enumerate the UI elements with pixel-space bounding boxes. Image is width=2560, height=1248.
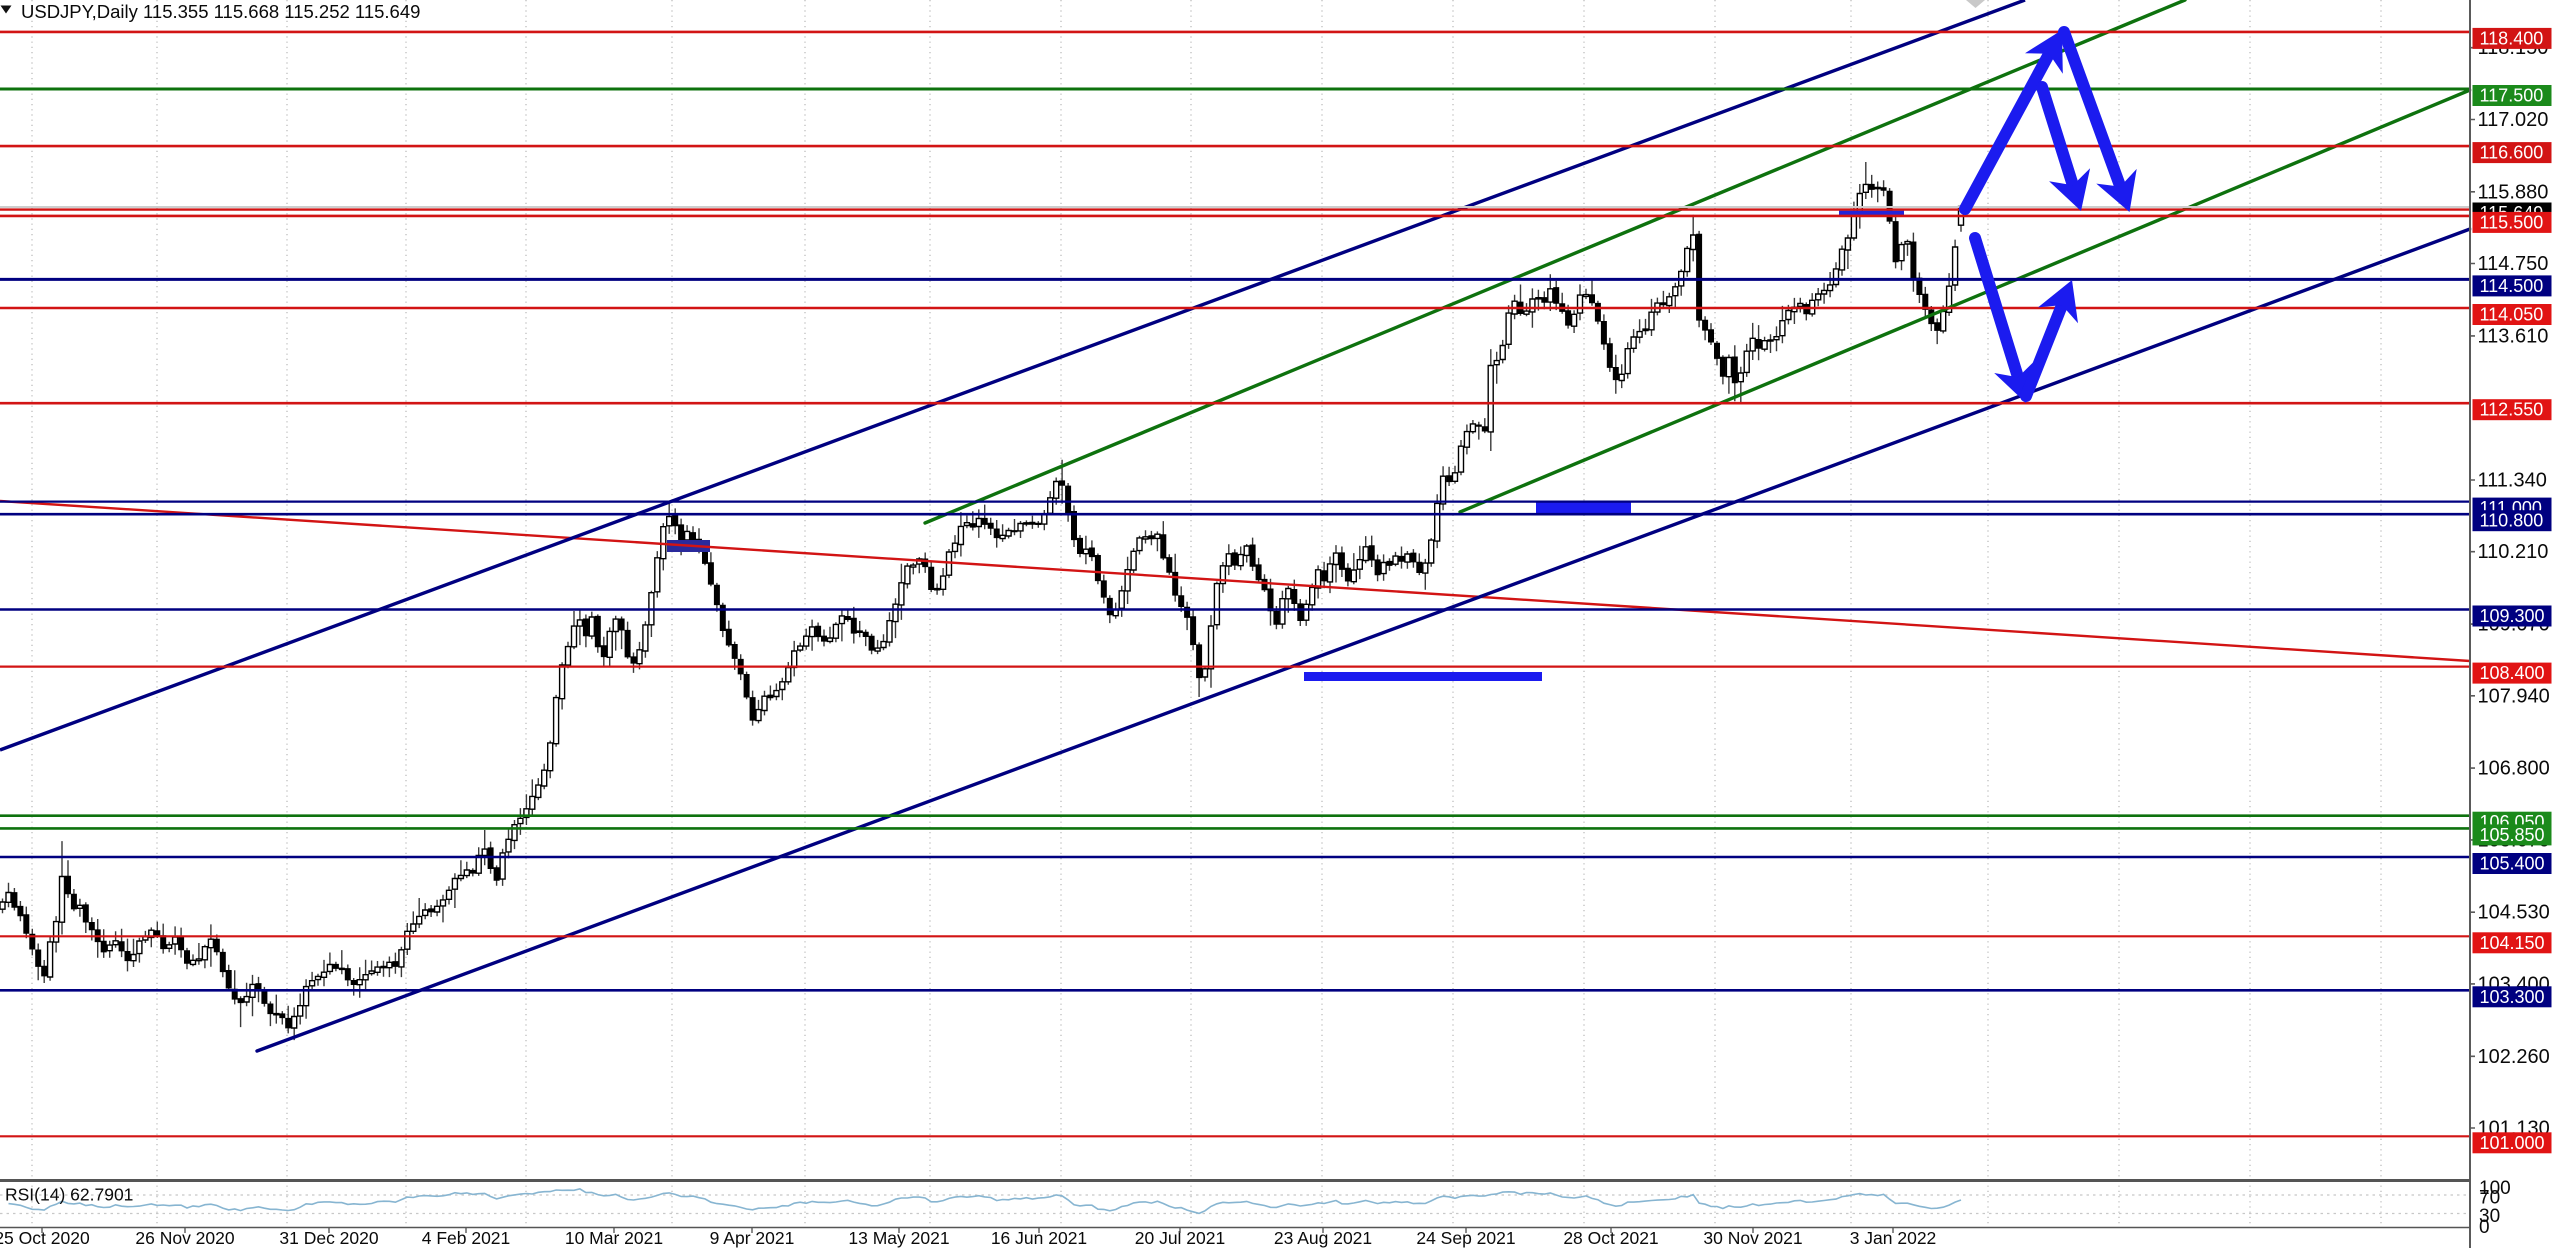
svg-text:117.020: 117.020 [2478,109,2549,131]
svg-text:118.400: 118.400 [2480,28,2544,48]
svg-text:115.880: 115.880 [2478,181,2549,203]
svg-text:24 Sep 2021: 24 Sep 2021 [1416,1228,1515,1248]
svg-text:108.400: 108.400 [2480,663,2545,683]
svg-text:30 Nov 2021: 30 Nov 2021 [1703,1228,1802,1248]
svg-text:28 Oct 2021: 28 Oct 2021 [1563,1228,1658,1248]
svg-text:116.600: 116.600 [2480,143,2544,163]
svg-text:104.530: 104.530 [2478,902,2550,924]
svg-text:105.850: 105.850 [2480,825,2545,845]
svg-text:RSI(14) 62.7901: RSI(14) 62.7901 [5,1185,133,1205]
svg-text:110.800: 110.800 [2480,511,2544,531]
svg-text:115.500: 115.500 [2480,212,2544,232]
svg-text:4 Feb 2021: 4 Feb 2021 [422,1228,511,1248]
svg-text:107.940: 107.940 [2478,685,2550,707]
svg-text:105.400: 105.400 [2480,854,2545,874]
svg-text:110.210: 110.210 [2478,541,2549,563]
svg-text:106.800: 106.800 [2478,758,2550,780]
svg-text:112.550: 112.550 [2480,400,2544,420]
svg-text:0: 0 [2479,1217,2490,1238]
svg-text:102.260: 102.260 [2478,1046,2550,1068]
svg-text:25 Oct 2020: 25 Oct 2020 [0,1228,90,1248]
svg-text:114.050: 114.050 [2480,305,2544,325]
svg-text:30: 30 [2479,1206,2500,1227]
svg-text:10 Mar 2021: 10 Mar 2021 [565,1228,663,1248]
svg-text:114.750: 114.750 [2478,253,2549,275]
svg-text:3 Jan 2022: 3 Jan 2022 [1850,1228,1937,1248]
svg-text:70: 70 [2479,1188,2500,1209]
svg-text:104.150: 104.150 [2480,933,2545,953]
svg-text:13 May 2021: 13 May 2021 [848,1228,949,1248]
svg-text:117.500: 117.500 [2480,86,2544,106]
svg-text:113.610: 113.610 [2478,325,2549,347]
svg-text:USDJPY,Daily 115.355 115.668: USDJPY,Daily 115.355 115.668 115.252 115… [21,1,420,22]
svg-text:100: 100 [2479,1178,2511,1199]
svg-text:114.500: 114.500 [2480,276,2544,296]
svg-text:9 Apr 2021: 9 Apr 2021 [710,1228,795,1248]
svg-text:31 Dec 2020: 31 Dec 2020 [279,1228,379,1248]
svg-text:26 Nov 2020: 26 Nov 2020 [135,1228,235,1248]
svg-text:20 Jul 2021: 20 Jul 2021 [1135,1228,1226,1248]
svg-text:103.300: 103.300 [2480,987,2545,1007]
svg-text:23 Aug 2021: 23 Aug 2021 [1274,1228,1372,1248]
svg-text:101.000: 101.000 [2480,1133,2545,1153]
svg-text:16 Jun 2021: 16 Jun 2021 [991,1228,1087,1248]
svg-text:109.300: 109.300 [2480,606,2545,626]
svg-text:111.340: 111.340 [2478,470,2547,492]
